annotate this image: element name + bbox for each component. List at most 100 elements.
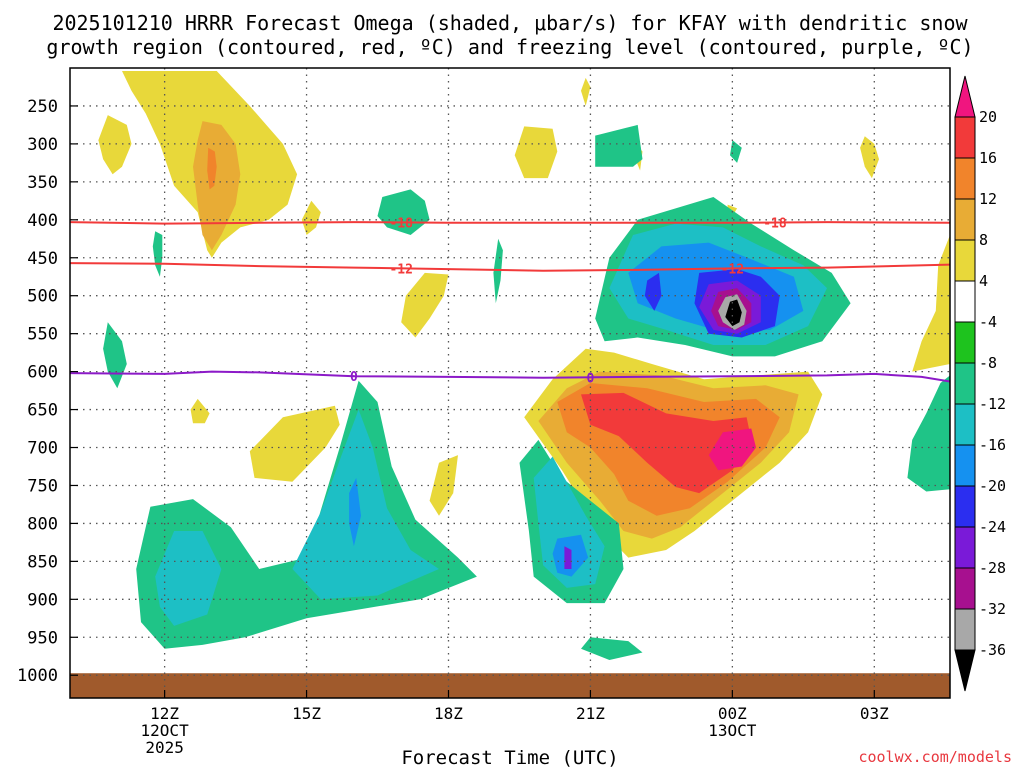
omega-pos-15 xyxy=(912,235,950,372)
colorbar-swatch xyxy=(954,403,976,446)
colorbar-label: -4 xyxy=(979,313,997,331)
omega-neg-15 xyxy=(564,546,572,569)
y-tick-label: 800 xyxy=(27,514,58,534)
colorbar-swatch xyxy=(954,649,976,692)
colorbar-label: -28 xyxy=(979,559,1006,577)
y-tick-label: 750 xyxy=(27,476,58,496)
x-tick-label: 2025 xyxy=(145,738,184,757)
dendritic-top-label: -18 xyxy=(389,216,413,231)
omega-pos-14 xyxy=(860,136,879,179)
colorbar-swatch xyxy=(954,485,976,528)
colorbar-swatch xyxy=(954,444,976,487)
omega-neg-11 xyxy=(349,477,361,547)
x-tick-label: 00Z xyxy=(718,704,747,723)
plot-frame xyxy=(69,67,951,699)
y-tick-label: 300 xyxy=(27,135,58,155)
y-tick-label: 400 xyxy=(27,211,58,231)
x-tick-label: 21Z xyxy=(576,704,605,723)
colorbar-swatch xyxy=(954,198,976,241)
omega-neg-4 xyxy=(493,238,503,304)
omega-pos-2 xyxy=(193,121,241,251)
y-tick-label: 250 xyxy=(27,97,58,117)
omega-pos-19 xyxy=(581,392,752,494)
omega-pos-10 xyxy=(429,455,458,516)
x-axis-label: Forecast Time (UTC) xyxy=(401,747,618,768)
chart-title-line1: 2025101210 HRRR Forecast Omega (shaded, … xyxy=(52,11,968,35)
x-tick-label: 12OCT xyxy=(141,721,190,740)
colorbar-swatch xyxy=(954,526,976,569)
dendritic-bottom-label: -12 xyxy=(389,262,412,277)
x-tick-label: 15Z xyxy=(292,704,321,723)
freezing-level-label: 0 xyxy=(587,371,595,386)
colorbar-swatch xyxy=(954,157,976,200)
colorbar-swatch xyxy=(954,75,976,118)
colorbar-label: -8 xyxy=(979,354,997,372)
omega-shading-layer xyxy=(98,71,950,660)
x-tick-label: 12Z xyxy=(150,704,179,723)
chart-title-line2: growth region (contoured, red, ºC) and f… xyxy=(46,35,973,59)
omega-neg-10 xyxy=(292,409,439,600)
omega-neg-20 xyxy=(644,272,662,311)
colorbar-label: 20 xyxy=(979,108,997,126)
dendritic-bottom-contour xyxy=(70,262,950,272)
colorbar-label: -16 xyxy=(979,436,1006,454)
y-tick-label: 600 xyxy=(27,363,58,383)
y-tick-label: 450 xyxy=(27,249,58,269)
y-tick-label: 500 xyxy=(27,287,58,307)
omega-pos-20 xyxy=(708,428,756,471)
y-tick-label: 850 xyxy=(27,552,58,572)
freezing-level-label: 0 xyxy=(350,370,358,385)
colorbar-label: 4 xyxy=(979,272,988,290)
x-tick-label: 18Z xyxy=(434,704,463,723)
y-tick-label: 900 xyxy=(27,590,58,610)
colorbar-label: -20 xyxy=(979,477,1006,495)
dendritic-bottom-label: -12 xyxy=(721,262,744,277)
dendritic-top-contour xyxy=(70,221,950,225)
contour-layer: -18 -18 -12 -12 0 0 xyxy=(70,216,950,386)
credit-text: coolwx.com/models xyxy=(858,748,1012,766)
y-tick-label: 700 xyxy=(27,439,58,459)
colorbar-label: 12 xyxy=(979,190,997,208)
omega-neg-6 xyxy=(730,140,742,163)
omega-neg-25 xyxy=(725,299,742,327)
omega-neg-2 xyxy=(152,231,163,277)
grid-layer xyxy=(70,68,950,698)
omega-neg-5 xyxy=(595,124,643,167)
omega-neg-16 xyxy=(581,637,643,660)
y-tick-label: 650 xyxy=(27,401,58,421)
omega-pos-4 xyxy=(98,115,132,175)
omega-pos-7 xyxy=(401,272,449,338)
omega-neg-9 xyxy=(155,531,222,626)
colorbar-label: -12 xyxy=(979,395,1006,413)
ground-surface xyxy=(70,673,950,698)
y-tick-label: 350 xyxy=(27,173,58,193)
colorbar-swatch xyxy=(954,280,976,323)
y-tick-label: 1000 xyxy=(17,666,58,686)
omega-neg-1 xyxy=(103,322,127,389)
omega-pos-5 xyxy=(514,126,558,179)
colorbar-swatch xyxy=(954,321,976,364)
y-tick-label: 550 xyxy=(27,325,58,345)
omega-pos-11 xyxy=(581,77,591,106)
x-tick-label: 13OCT xyxy=(708,721,757,740)
colorbar-swatch xyxy=(954,362,976,405)
omega-pos-9 xyxy=(249,405,340,482)
dendritic-top-label: -18 xyxy=(763,217,787,232)
colorbar-label: -32 xyxy=(979,600,1006,618)
x-tick-label: 03Z xyxy=(860,704,889,723)
colorbar-swatch xyxy=(954,239,976,282)
omega-neg-3 xyxy=(377,189,430,235)
colorbar-label: 8 xyxy=(979,231,988,249)
colorbar-label: 16 xyxy=(979,149,997,167)
omega-pos-6 xyxy=(301,200,321,235)
freezing-level-contour xyxy=(70,370,950,383)
colorbar-swatch xyxy=(954,608,976,651)
colorbar-label: -36 xyxy=(979,641,1006,659)
y-axis-ticks: 250 300 350 400 450 500 550 600 650 700 750 800 850 9… xyxy=(17,97,78,686)
omega-pos-3 xyxy=(207,147,217,190)
colorbar: 20 16 12 8 4 -4 -8 -12 -16 -20 -24 -28 -32 -36 xyxy=(954,75,1006,692)
omega-neg-7 xyxy=(907,375,950,492)
y-tick-label: 950 xyxy=(27,628,58,648)
